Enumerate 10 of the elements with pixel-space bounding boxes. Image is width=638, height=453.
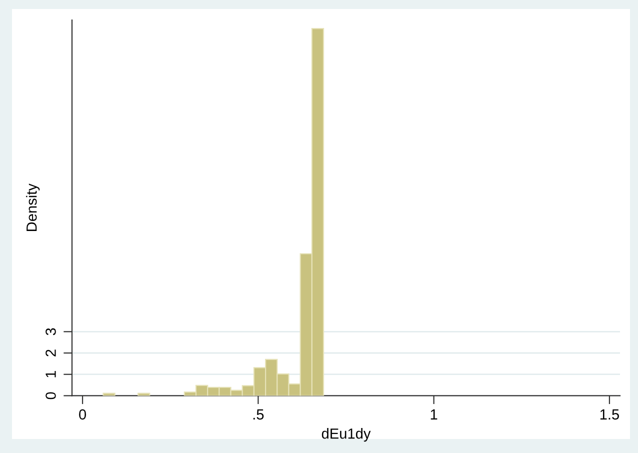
y-tick-label: 2 [46,350,56,356]
y-tick-label: 0 [46,392,56,400]
x-tick-label: 1 [430,409,438,420]
x-tick-label: .5 [253,409,264,420]
y-tick-label: 1 [46,371,56,378]
x-axis-title: dEu1dy [322,428,371,442]
y-tick-label: 3 [46,328,56,336]
x-tick-label: 1.5 [600,409,619,420]
y-axis-title: Density [26,184,40,231]
x-tick-label: 0 [79,409,86,420]
